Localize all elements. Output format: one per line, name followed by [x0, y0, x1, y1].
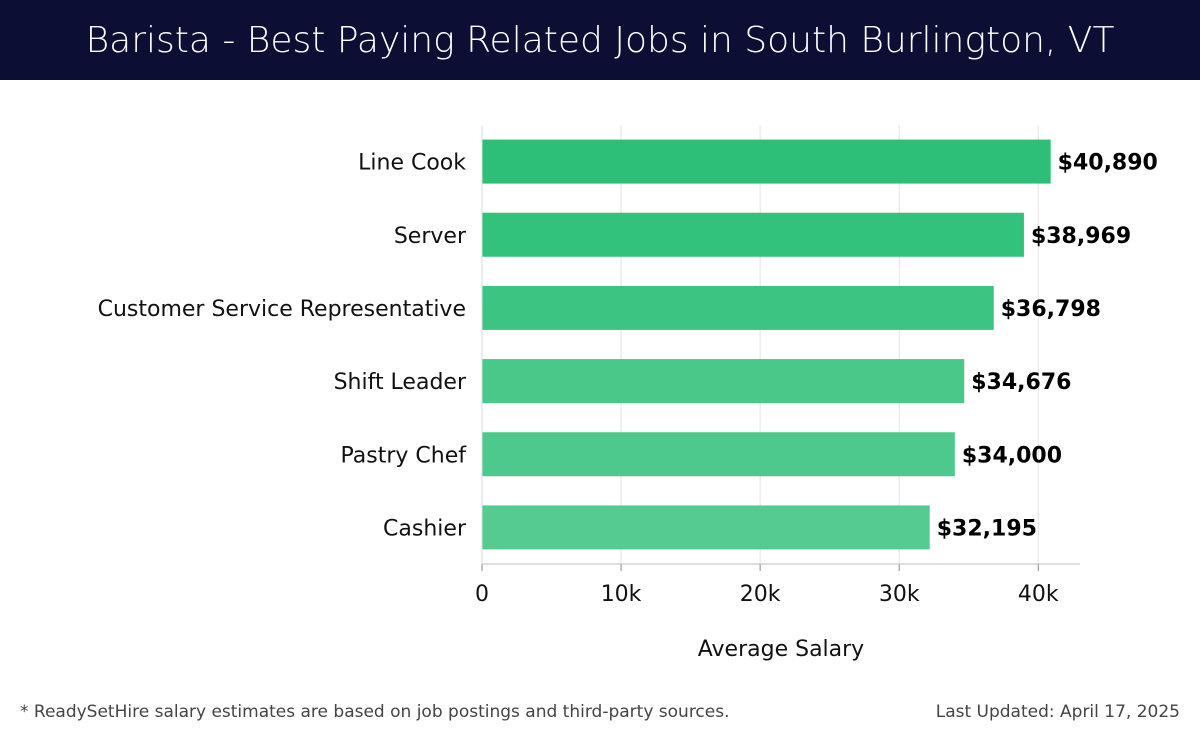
bar — [482, 212, 1024, 257]
x-tick-label: 20k — [740, 582, 781, 607]
bars — [482, 139, 1051, 550]
category-label: Server — [394, 224, 467, 249]
x-axis-title: Average Salary — [698, 637, 864, 662]
bar — [482, 432, 955, 477]
category-label: Cashier — [383, 516, 467, 541]
category-label: Customer Service Representative — [98, 297, 466, 322]
x-tick-label: 30k — [879, 582, 920, 607]
category-label: Shift Leader — [334, 370, 467, 395]
value-label: $40,890 — [1058, 151, 1158, 176]
last-updated: Last Updated: April 17, 2025 — [935, 702, 1180, 722]
x-tick-label: 40k — [1018, 582, 1059, 607]
x-axis: 0 10k 20k 30k 40k — [475, 125, 1080, 607]
category-label: Pastry Chef — [341, 443, 468, 468]
bar — [482, 139, 1051, 184]
value-label: $34,000 — [962, 443, 1062, 468]
bar — [482, 359, 965, 404]
chart-title: Barista - Best Paying Related Jobs in So… — [85, 19, 1115, 61]
value-label: $38,969 — [1031, 224, 1131, 249]
bar — [482, 285, 994, 330]
x-tick-label: 10k — [601, 582, 642, 607]
footnote: * ReadySetHire salary estimates are base… — [20, 702, 730, 722]
value-label: $36,798 — [1001, 297, 1101, 322]
category-label: Line Cook — [358, 151, 466, 176]
title-bar: Barista - Best Paying Related Jobs in So… — [0, 0, 1200, 80]
x-tick-label: 0 — [475, 582, 489, 607]
value-label: $32,195 — [937, 516, 1037, 541]
value-label: $34,676 — [971, 370, 1071, 395]
grid-lines — [481, 125, 1039, 564]
bar-chart: 0 10k 20k 30k 40k Line Cook $40,890 Server $38,… — [98, 125, 1158, 662]
labels: Line Cook $40,890 Server $38,969 Customer Se… — [98, 151, 1158, 542]
bar — [482, 505, 930, 550]
